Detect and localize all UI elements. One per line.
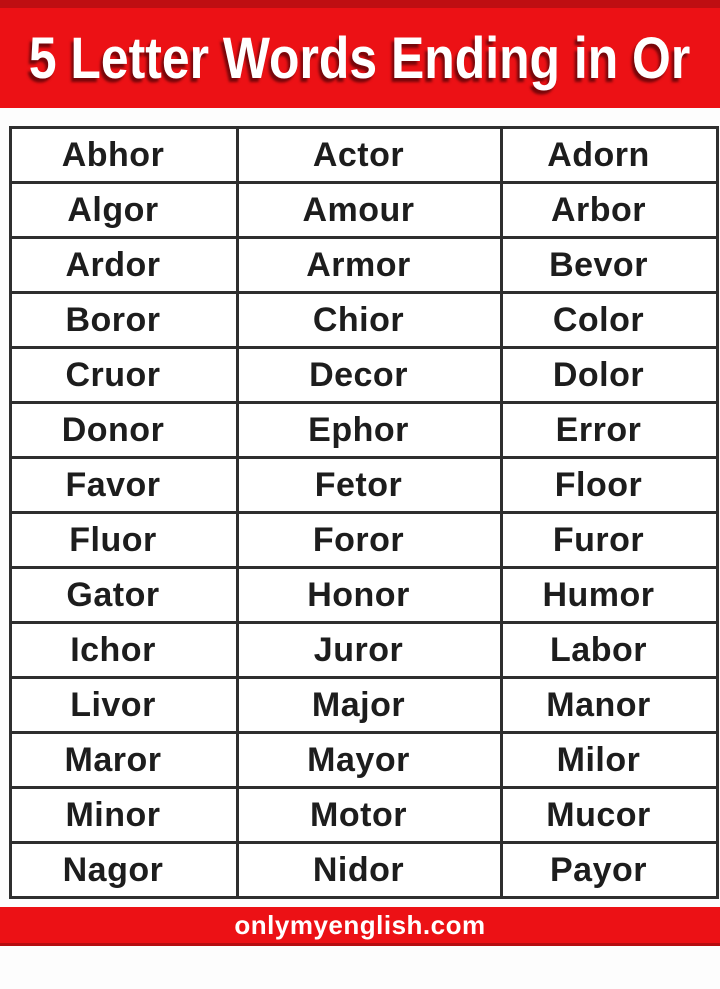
- word-cell: Milor: [500, 731, 719, 789]
- word-cell: Juror: [236, 621, 503, 679]
- table-row: Abhor Actor Adorn: [9, 126, 719, 184]
- word-cell: Motor: [236, 786, 503, 844]
- word-cell: Nidor: [236, 841, 503, 899]
- word-cell: Boror: [9, 291, 239, 349]
- page-title: 5 Letter Words Ending in Or: [29, 25, 691, 91]
- word-cell: Actor: [236, 126, 503, 184]
- word-cell: Algor: [9, 181, 239, 239]
- table-row: Ichor Juror Labor: [9, 621, 719, 679]
- word-cell: Fluor: [9, 511, 239, 569]
- words-table-container: Abhor Actor Adorn Algor Amour Arbor Ardo…: [9, 126, 719, 899]
- table-row: Minor Motor Mucor: [9, 786, 719, 844]
- word-cell: Chior: [236, 291, 503, 349]
- table-row: Maror Mayor Milor: [9, 731, 719, 789]
- word-cell: Livor: [9, 676, 239, 734]
- word-cell: Manor: [500, 676, 719, 734]
- word-cell: Mayor: [236, 731, 503, 789]
- table-row: Cruor Decor Dolor: [9, 346, 719, 404]
- word-cell: Maror: [9, 731, 239, 789]
- word-cell: Ichor: [9, 621, 239, 679]
- word-cell: Dolor: [500, 346, 719, 404]
- word-cell: Cruor: [9, 346, 239, 404]
- word-cell: Arbor: [500, 181, 719, 239]
- word-cell: Nagor: [9, 841, 239, 899]
- table-row: Fluor Foror Furor: [9, 511, 719, 569]
- table-row: Gator Honor Humor: [9, 566, 719, 624]
- word-cell: Gator: [9, 566, 239, 624]
- word-cell: Honor: [236, 566, 503, 624]
- table-row: Favor Fetor Floor: [9, 456, 719, 514]
- word-cell: Furor: [500, 511, 719, 569]
- word-cell: Adorn: [500, 126, 719, 184]
- word-cell: Decor: [236, 346, 503, 404]
- word-cell: Payor: [500, 841, 719, 899]
- word-cell: Abhor: [9, 126, 239, 184]
- word-cell: Donor: [9, 401, 239, 459]
- word-cell: Fetor: [236, 456, 503, 514]
- word-cell: Minor: [9, 786, 239, 844]
- table-row: Boror Chior Color: [9, 291, 719, 349]
- word-cell: Labor: [500, 621, 719, 679]
- word-cell: Error: [500, 401, 719, 459]
- word-cell: Foror: [236, 511, 503, 569]
- word-cell: Floor: [500, 456, 719, 514]
- word-cell: Mucor: [500, 786, 719, 844]
- word-cell: Amour: [236, 181, 503, 239]
- table-row: Nagor Nidor Payor: [9, 841, 719, 899]
- word-cell: Ephor: [236, 401, 503, 459]
- word-cell: Ardor: [9, 236, 239, 294]
- header-banner: 5 Letter Words Ending in Or: [0, 0, 720, 108]
- site-url: onlymyenglish.com: [234, 909, 486, 940]
- word-cell: Major: [236, 676, 503, 734]
- word-cell: Color: [500, 291, 719, 349]
- word-cell: Humor: [500, 566, 719, 624]
- words-table: Abhor Actor Adorn Algor Amour Arbor Ardo…: [9, 126, 719, 899]
- footer-bar: onlymyenglish.com: [0, 907, 720, 946]
- word-cell: Bevor: [500, 236, 719, 294]
- table-row: Algor Amour Arbor: [9, 181, 719, 239]
- table-row: Livor Major Manor: [9, 676, 719, 734]
- table-row: Ardor Armor Bevor: [9, 236, 719, 294]
- word-cell: Armor: [236, 236, 503, 294]
- word-cell: Favor: [9, 456, 239, 514]
- table-row: Donor Ephor Error: [9, 401, 719, 459]
